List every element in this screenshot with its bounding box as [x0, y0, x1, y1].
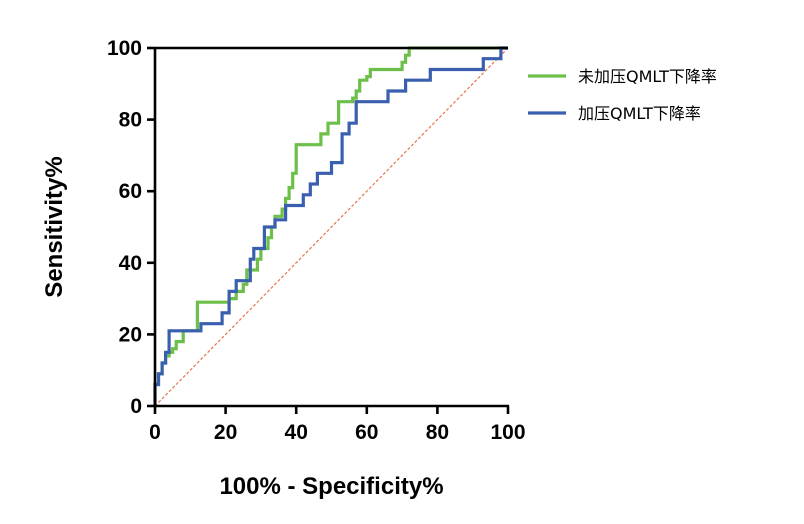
series-line-2	[153, 46, 508, 406]
x-tick-label: 20	[214, 421, 237, 444]
axes-layer	[153, 46, 509, 408]
legend-label-2: 加压QMLT下降率	[578, 104, 701, 123]
y-tick-label: 100	[107, 37, 142, 60]
y-tick-label: 80	[119, 109, 142, 132]
x-tick-label: 100	[490, 421, 525, 444]
y-tick-label: 40	[119, 252, 142, 275]
y-axis-title: Sensitivity%	[41, 156, 68, 297]
ticks-layer: 0 20 40 60 80 100 0 20 40 60 80 100	[107, 37, 526, 444]
x-tick-label: 60	[355, 421, 378, 444]
y-tick-label: 0	[130, 395, 142, 418]
y-tick-label: 20	[119, 323, 142, 346]
reference-line-layer	[154, 47, 509, 407]
x-axis-title: 100% - Specificity%	[219, 473, 443, 500]
x-tick-label: 0	[149, 421, 161, 444]
series-layer	[153, 46, 508, 406]
reference-diagonal-line	[154, 47, 509, 407]
y-tick-label: 60	[119, 180, 142, 203]
x-tick-label: 40	[285, 421, 308, 444]
x-tick-label: 80	[426, 421, 449, 444]
legend-label-1: 未加压QMLT下降率	[578, 67, 717, 86]
